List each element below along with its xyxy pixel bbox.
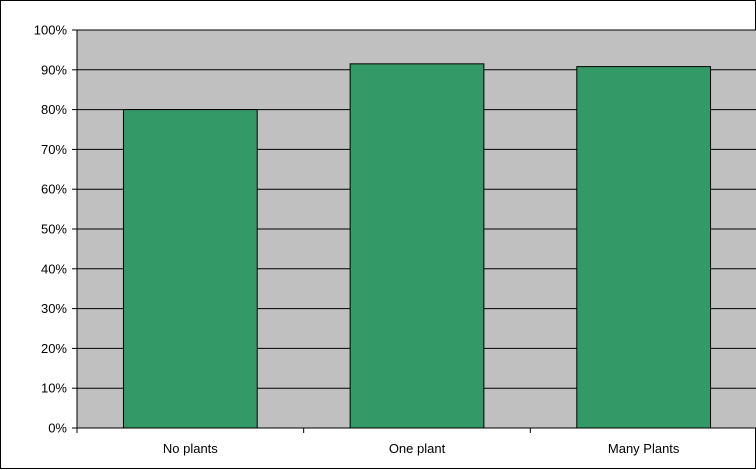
y-tick-label: 60%: [41, 182, 67, 197]
y-tick-label: 50%: [41, 222, 67, 237]
y-tick-label: 20%: [41, 341, 67, 356]
y-tick-labels: 0% 10% 20% 30% 40% 50% 60% 70% 80% 90% 100%: [34, 23, 68, 436]
y-tick-label: 30%: [41, 301, 67, 316]
y-tick-label: 0%: [48, 421, 67, 436]
bar-no-plants: [122, 109, 258, 429]
x-tick-label: One plant: [389, 441, 446, 456]
y-tick-label: 100%: [34, 23, 68, 38]
bar-one-plant: [349, 63, 485, 429]
y-tick-label: 70%: [41, 142, 67, 157]
bars: [122, 63, 712, 429]
x-tick-labels: No plants One plant Many Plants: [163, 441, 680, 456]
y-tick-label: 10%: [41, 381, 67, 396]
x-tick-label: No plants: [163, 441, 218, 456]
y-tick-label: 80%: [41, 102, 67, 117]
y-tick-label: 40%: [41, 261, 67, 276]
axes: [76, 30, 756, 433]
bar-many-plants: [576, 66, 712, 429]
x-tick-label: Many Plants: [608, 441, 680, 456]
y-tick-label: 90%: [41, 62, 67, 77]
